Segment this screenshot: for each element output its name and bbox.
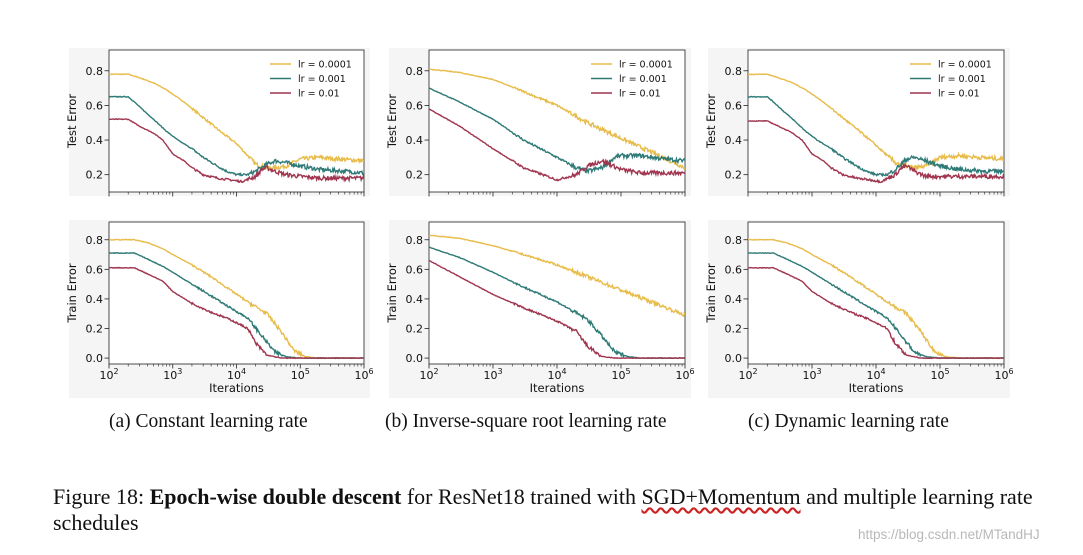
series-line-3: [748, 119, 1004, 184]
y-tick-label: 0.2: [725, 169, 743, 182]
y-tick-label: 0.6: [725, 99, 743, 112]
y-tick-label: 0.8: [86, 234, 104, 247]
y-tick-label: 0.6: [86, 263, 104, 276]
y-tick-label: 0.0: [406, 352, 424, 365]
axes-frame: [428, 49, 686, 193]
y-axis-label: Test Error: [704, 94, 718, 150]
legend-label: lr = 0.0001: [938, 60, 992, 71]
chart-b-test: 0.2 0.4 0.6 0.8 Test Error lr = 0.0001 lr = 0.…: [385, 48, 691, 197]
y-tick-label: 0.2: [725, 323, 743, 336]
legend-label: lr = 0.001: [298, 74, 346, 85]
caption-bold-title: Epoch-wise double descent: [149, 484, 402, 509]
series-line-2: [109, 95, 364, 177]
y-tick-label: 0.8: [725, 234, 743, 247]
y-tick-label: 0.2: [86, 323, 104, 336]
legend-label: lr = 0.01: [938, 89, 980, 100]
y-axis-label: Train Error: [65, 263, 79, 324]
series-line-1: [429, 68, 685, 171]
x-axis-label: Iterations: [209, 381, 264, 395]
y-tick-label: 0.8: [406, 234, 424, 247]
series-line-3: [429, 259, 685, 360]
caption-text-1: for ResNet18 trained with: [406, 484, 636, 509]
y-axis-label: Train Error: [704, 263, 718, 324]
x-tick-label: 106: [675, 367, 694, 382]
axes-frame: [428, 221, 686, 365]
chart-c-test: 0.2 0.4 0.6 0.8 Test Error lr = 0.0001 lr = 0.…: [704, 48, 1010, 197]
x-axis-label: Iterations: [530, 381, 585, 395]
y-tick-label: 0.4: [406, 293, 424, 306]
figure-panels: 0.2 0.4 0.6 0.8 Test Error lr = 0.0001 lr = 0.…: [65, 48, 1014, 398]
y-tick-label: 0.2: [86, 169, 104, 182]
legend-label: lr = 0.01: [619, 89, 661, 100]
y-tick-label: 0.6: [725, 263, 743, 276]
chart-a-test: 0.2 0.4 0.6 0.8 Test Error lr = 0.0001 lr = 0.…: [65, 48, 370, 197]
axes-frame: [747, 221, 1005, 365]
figure-label: Figure 18:: [53, 484, 145, 509]
y-tick-label: 0.8: [725, 65, 743, 78]
y-tick-label: 0.6: [406, 99, 424, 112]
y-tick-label: 0.2: [406, 323, 424, 336]
y-tick-label: 0.4: [725, 134, 743, 147]
y-tick-label: 0.4: [86, 293, 104, 306]
y-tick-label: 0.8: [406, 65, 424, 78]
y-tick-label: 0.0: [725, 352, 743, 365]
figure-caption: Figure 18: Epoch-wise double descent for…: [53, 484, 1043, 536]
legend-label: lr = 0.0001: [298, 60, 352, 71]
caption-text-2: and multiple learning rate schedules: [53, 484, 1033, 535]
subcaption-c: (c) Dynamic learning rate: [748, 411, 949, 432]
series-line-1: [109, 73, 364, 171]
y-tick-label: 0.8: [86, 65, 104, 78]
legend-label: lr = 0.001: [619, 74, 667, 85]
x-tick-label: 106: [354, 367, 373, 382]
legend-label: lr = 0.001: [938, 74, 986, 85]
y-tick-label: 0.4: [725, 293, 743, 306]
series-line-1: [429, 234, 685, 318]
y-axis-label: Test Error: [385, 94, 399, 150]
series-line-3: [748, 266, 1004, 360]
subcaption-a: (a) Constant learning rate: [109, 411, 308, 432]
y-tick-label: 0.4: [406, 134, 424, 147]
y-tick-label: 0.6: [86, 99, 104, 112]
y-tick-label: 0.2: [406, 169, 424, 182]
y-tick-label: 0.6: [406, 263, 424, 276]
series-line-3: [429, 108, 685, 182]
series-line-3: [109, 118, 364, 184]
watermark: https://blog.csdn.net/MTandHJ: [858, 527, 1040, 542]
x-axis-label: Iterations: [849, 381, 904, 395]
subcaption-b: (b) Inverse-square root learning rate: [385, 411, 667, 432]
x-tick-label: 106: [994, 367, 1013, 382]
y-tick-label: 0.4: [86, 134, 104, 147]
series-line-1: [748, 73, 1004, 171]
series-line-3: [109, 266, 364, 360]
axes-frame: [108, 221, 365, 365]
series-line-2: [748, 95, 1004, 178]
legend-label: lr = 0.01: [298, 89, 340, 100]
series-line-2: [429, 87, 685, 175]
y-axis-label: Test Error: [65, 94, 79, 150]
legend-label: lr = 0.0001: [619, 60, 673, 71]
y-axis-label: Train Error: [385, 263, 399, 324]
caption-underlined-term: SGD+Momentum: [641, 484, 801, 509]
y-tick-label: 0.0: [86, 352, 104, 365]
